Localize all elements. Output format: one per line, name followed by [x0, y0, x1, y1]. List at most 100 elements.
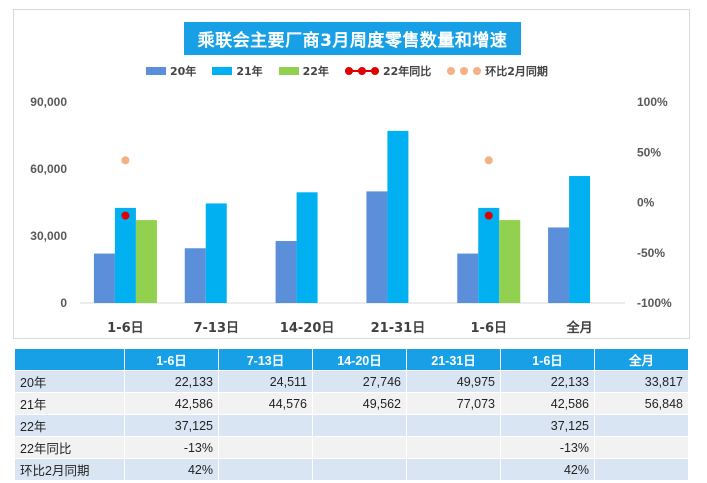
table-cell	[312, 414, 407, 437]
table-header-row: 1-6日 7-13日 14-20日 21-31日 1-6日 全月	[14, 348, 689, 371]
point-22年同比	[121, 211, 130, 220]
legend-label-mom: 环比2月同期	[485, 65, 548, 78]
table-row-label: 环比2月同期	[14, 458, 125, 481]
left-axis-tick-label: 30,000	[30, 229, 67, 243]
bar-20年	[93, 253, 115, 303]
legend-item-21: 21年	[212, 63, 263, 79]
table-row-label: 22年同比	[14, 436, 125, 459]
table-cell: 22,133	[500, 370, 595, 393]
chart-plot: 0 30,000 60,000 90,000 -100% -50% 0% 50% 100% 1-6…	[30, 95, 672, 336]
table-cell	[406, 458, 501, 481]
x-axis-tick-label: 21-31日	[371, 321, 426, 336]
legend-swatch-20	[146, 67, 166, 75]
table-cell	[594, 436, 689, 459]
table-cell: 42,586	[500, 392, 595, 415]
table-col-header: 全月	[594, 348, 689, 371]
table-col-header: 7-13日	[218, 348, 313, 371]
bar-21年	[296, 192, 318, 303]
table-cell: -13%	[500, 436, 595, 459]
bar-20年	[184, 248, 206, 303]
table-cell: 37,125	[500, 414, 595, 437]
legend-swatch-22	[278, 67, 299, 75]
legend-label-20: 20年	[170, 65, 197, 78]
table-cell: -13%	[124, 436, 219, 459]
table-cell: 37,125	[124, 414, 219, 437]
x-axis-tick-label: 1-6日	[107, 321, 144, 336]
table-row: 22年同比 -13% -13%	[14, 436, 689, 459]
table-cell	[312, 458, 407, 481]
legend-swatch-21	[212, 67, 233, 75]
legend-label-22: 22年	[302, 65, 329, 78]
x-axis-tick-label: 7-13日	[193, 321, 239, 336]
right-axis-tick-label: 50%	[637, 145, 661, 159]
table-corner	[14, 348, 125, 371]
x-axis-tick-label: 全月	[566, 320, 593, 336]
bar-20年	[366, 191, 388, 303]
table-cell	[594, 414, 689, 437]
table-cell: 42,586	[124, 392, 219, 415]
table-row: 21年 42,586 44,576 49,562 77,073 42,586 5…	[14, 392, 689, 415]
table-col-header: 21-31日	[406, 348, 501, 371]
left-axis-tick-label: 0	[60, 296, 67, 310]
point-环比2月同期	[484, 156, 493, 165]
chart-title: 乘联会主要厂商3月周度零售数量和增速	[184, 22, 521, 55]
table-col-header: 1-6日	[124, 348, 219, 371]
point-22年同比	[484, 211, 493, 220]
bar-21年	[114, 207, 136, 303]
table-col-header: 1-6日	[500, 348, 595, 371]
legend-item-mom: 环比2月同期	[447, 63, 548, 79]
table-cell: 24,511	[218, 370, 313, 393]
table-cell	[594, 458, 689, 481]
table-cell	[218, 414, 313, 437]
table-cell	[406, 414, 501, 437]
bar-20年	[548, 227, 570, 303]
table-cell: 33,817	[594, 370, 689, 393]
x-axis-tick-label: 1-6日	[471, 321, 508, 336]
legend-label-21: 21年	[236, 65, 263, 78]
table-cell: 22,133	[124, 370, 219, 393]
bar-21年	[387, 130, 409, 303]
table-cell: 42%	[500, 458, 595, 481]
right-axis-tick-label: -100%	[637, 296, 672, 310]
table-cell: 42%	[124, 458, 219, 481]
bar-21年	[205, 203, 227, 303]
table-row: 22年 37,125 37,125	[14, 414, 689, 437]
table-cell: 44,576	[218, 392, 313, 415]
table-cell: 56,848	[594, 392, 689, 415]
bar-22年	[135, 220, 157, 303]
bar-21年	[478, 207, 500, 303]
legend-item-22: 22年	[278, 63, 329, 79]
table-cell: 49,562	[312, 392, 407, 415]
left-axis-tick-label: 90,000	[30, 95, 67, 109]
bar-20年	[275, 241, 297, 303]
bar-22年	[499, 220, 521, 303]
table-cell	[406, 436, 501, 459]
right-axis-tick-label: -50%	[637, 246, 665, 260]
bar-20年	[457, 253, 479, 303]
legend-marker-yoy	[344, 67, 379, 75]
table-row-label: 20年	[14, 370, 125, 393]
table-cell: 77,073	[406, 392, 501, 415]
table-row: 20年 22,133 24,511 27,746 49,975 22,133 3…	[14, 370, 689, 393]
legend-item-20: 20年	[146, 63, 196, 79]
table-cell	[312, 436, 407, 459]
table-row-label: 21年	[14, 392, 125, 415]
table-col-header: 14-20日	[312, 348, 407, 371]
right-axis-tick-label: 100%	[637, 95, 668, 109]
left-axis-tick-label: 60,000	[30, 162, 67, 176]
table-cell	[218, 458, 313, 481]
x-axis-tick-label: 14-20日	[280, 321, 335, 336]
data-table: 1-6日 7-13日 14-20日 21-31日 1-6日 全月 20年 22,…	[14, 348, 689, 481]
right-axis-tick-label: 0%	[637, 196, 655, 210]
legend-item-yoy: 22年同比	[344, 63, 432, 79]
legend-marker-mom	[447, 67, 482, 75]
table-cell: 27,746	[312, 370, 407, 393]
table-row: 环比2月同期 42% 42%	[14, 458, 689, 481]
bar-21年	[569, 176, 591, 303]
legend-label-yoy: 22年同比	[382, 65, 432, 78]
point-环比2月同期	[121, 156, 130, 165]
table-cell: 49,975	[406, 370, 501, 393]
chart-legend: 20年 21年 22年 22年同比 环比2月同期	[146, 63, 564, 79]
table-cell	[218, 436, 313, 459]
table-row-label: 22年	[14, 414, 125, 437]
